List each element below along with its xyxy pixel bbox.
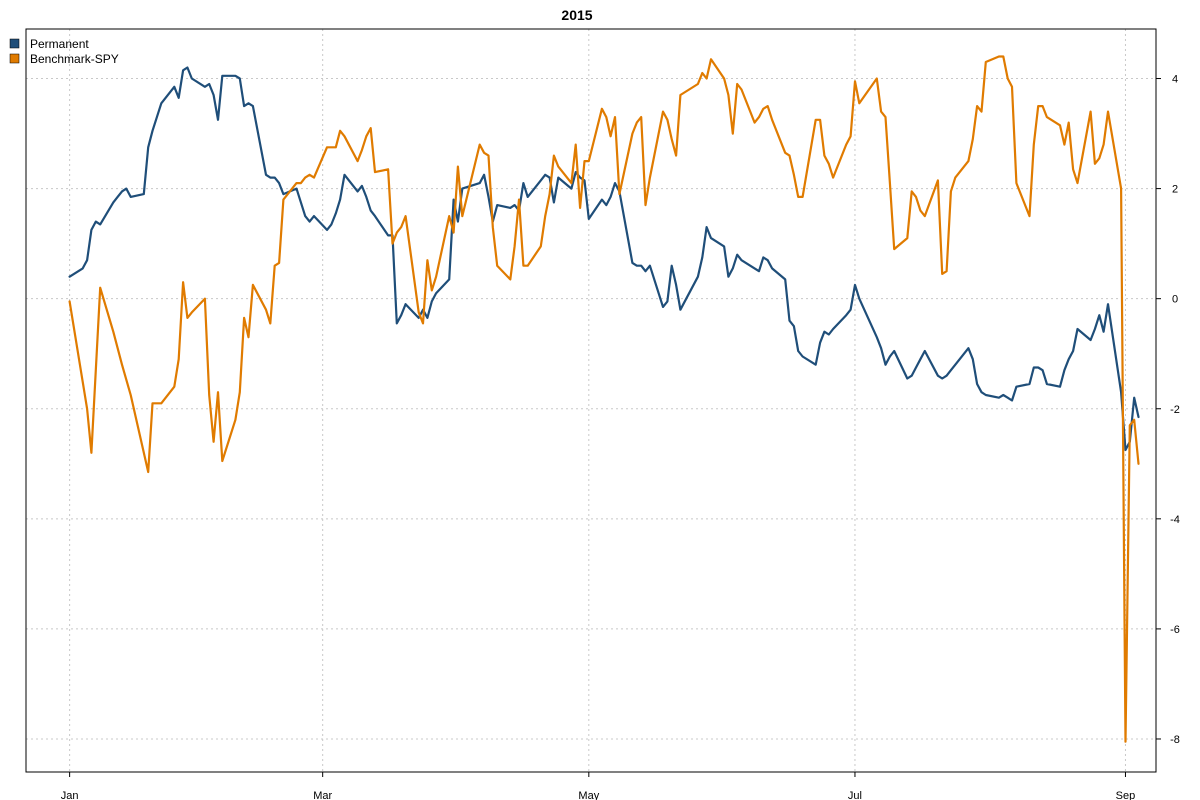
series-line-permanent [68, 66, 1140, 452]
series-lines [68, 55, 1140, 743]
x-tick-label: May [578, 790, 599, 800]
legend-label: Benchmark-SPY [30, 52, 119, 66]
y-tick-label: 4 [1172, 74, 1178, 86]
legend-swatch [9, 53, 20, 64]
grid [26, 29, 1156, 772]
y-tick-label: -2 [1170, 404, 1180, 416]
legend-label: Permanent [30, 37, 89, 51]
x-tick-label: Mar [313, 790, 332, 800]
x-tick-label: Jan [61, 790, 79, 800]
series-line-benchmark-spy [68, 55, 1140, 743]
x-tick-label: Sep [1116, 790, 1136, 800]
x-tick-label: Jul [848, 790, 862, 800]
x-axis: Jan Mar May Jul Sep [61, 772, 1135, 800]
y-tick-label: -6 [1170, 624, 1180, 636]
y-tick-label: 0 [1172, 294, 1178, 306]
legend-swatch [9, 38, 20, 49]
plot-frame [25, 28, 1157, 773]
y-axis: 4 2 0 -2 -4 -6 -8 [1156, 74, 1180, 746]
y-tick-label: -4 [1170, 514, 1180, 526]
chart-title: 2015 [561, 7, 592, 23]
y-tick-label: 2 [1172, 184, 1178, 196]
y-tick-label: -8 [1170, 734, 1180, 746]
